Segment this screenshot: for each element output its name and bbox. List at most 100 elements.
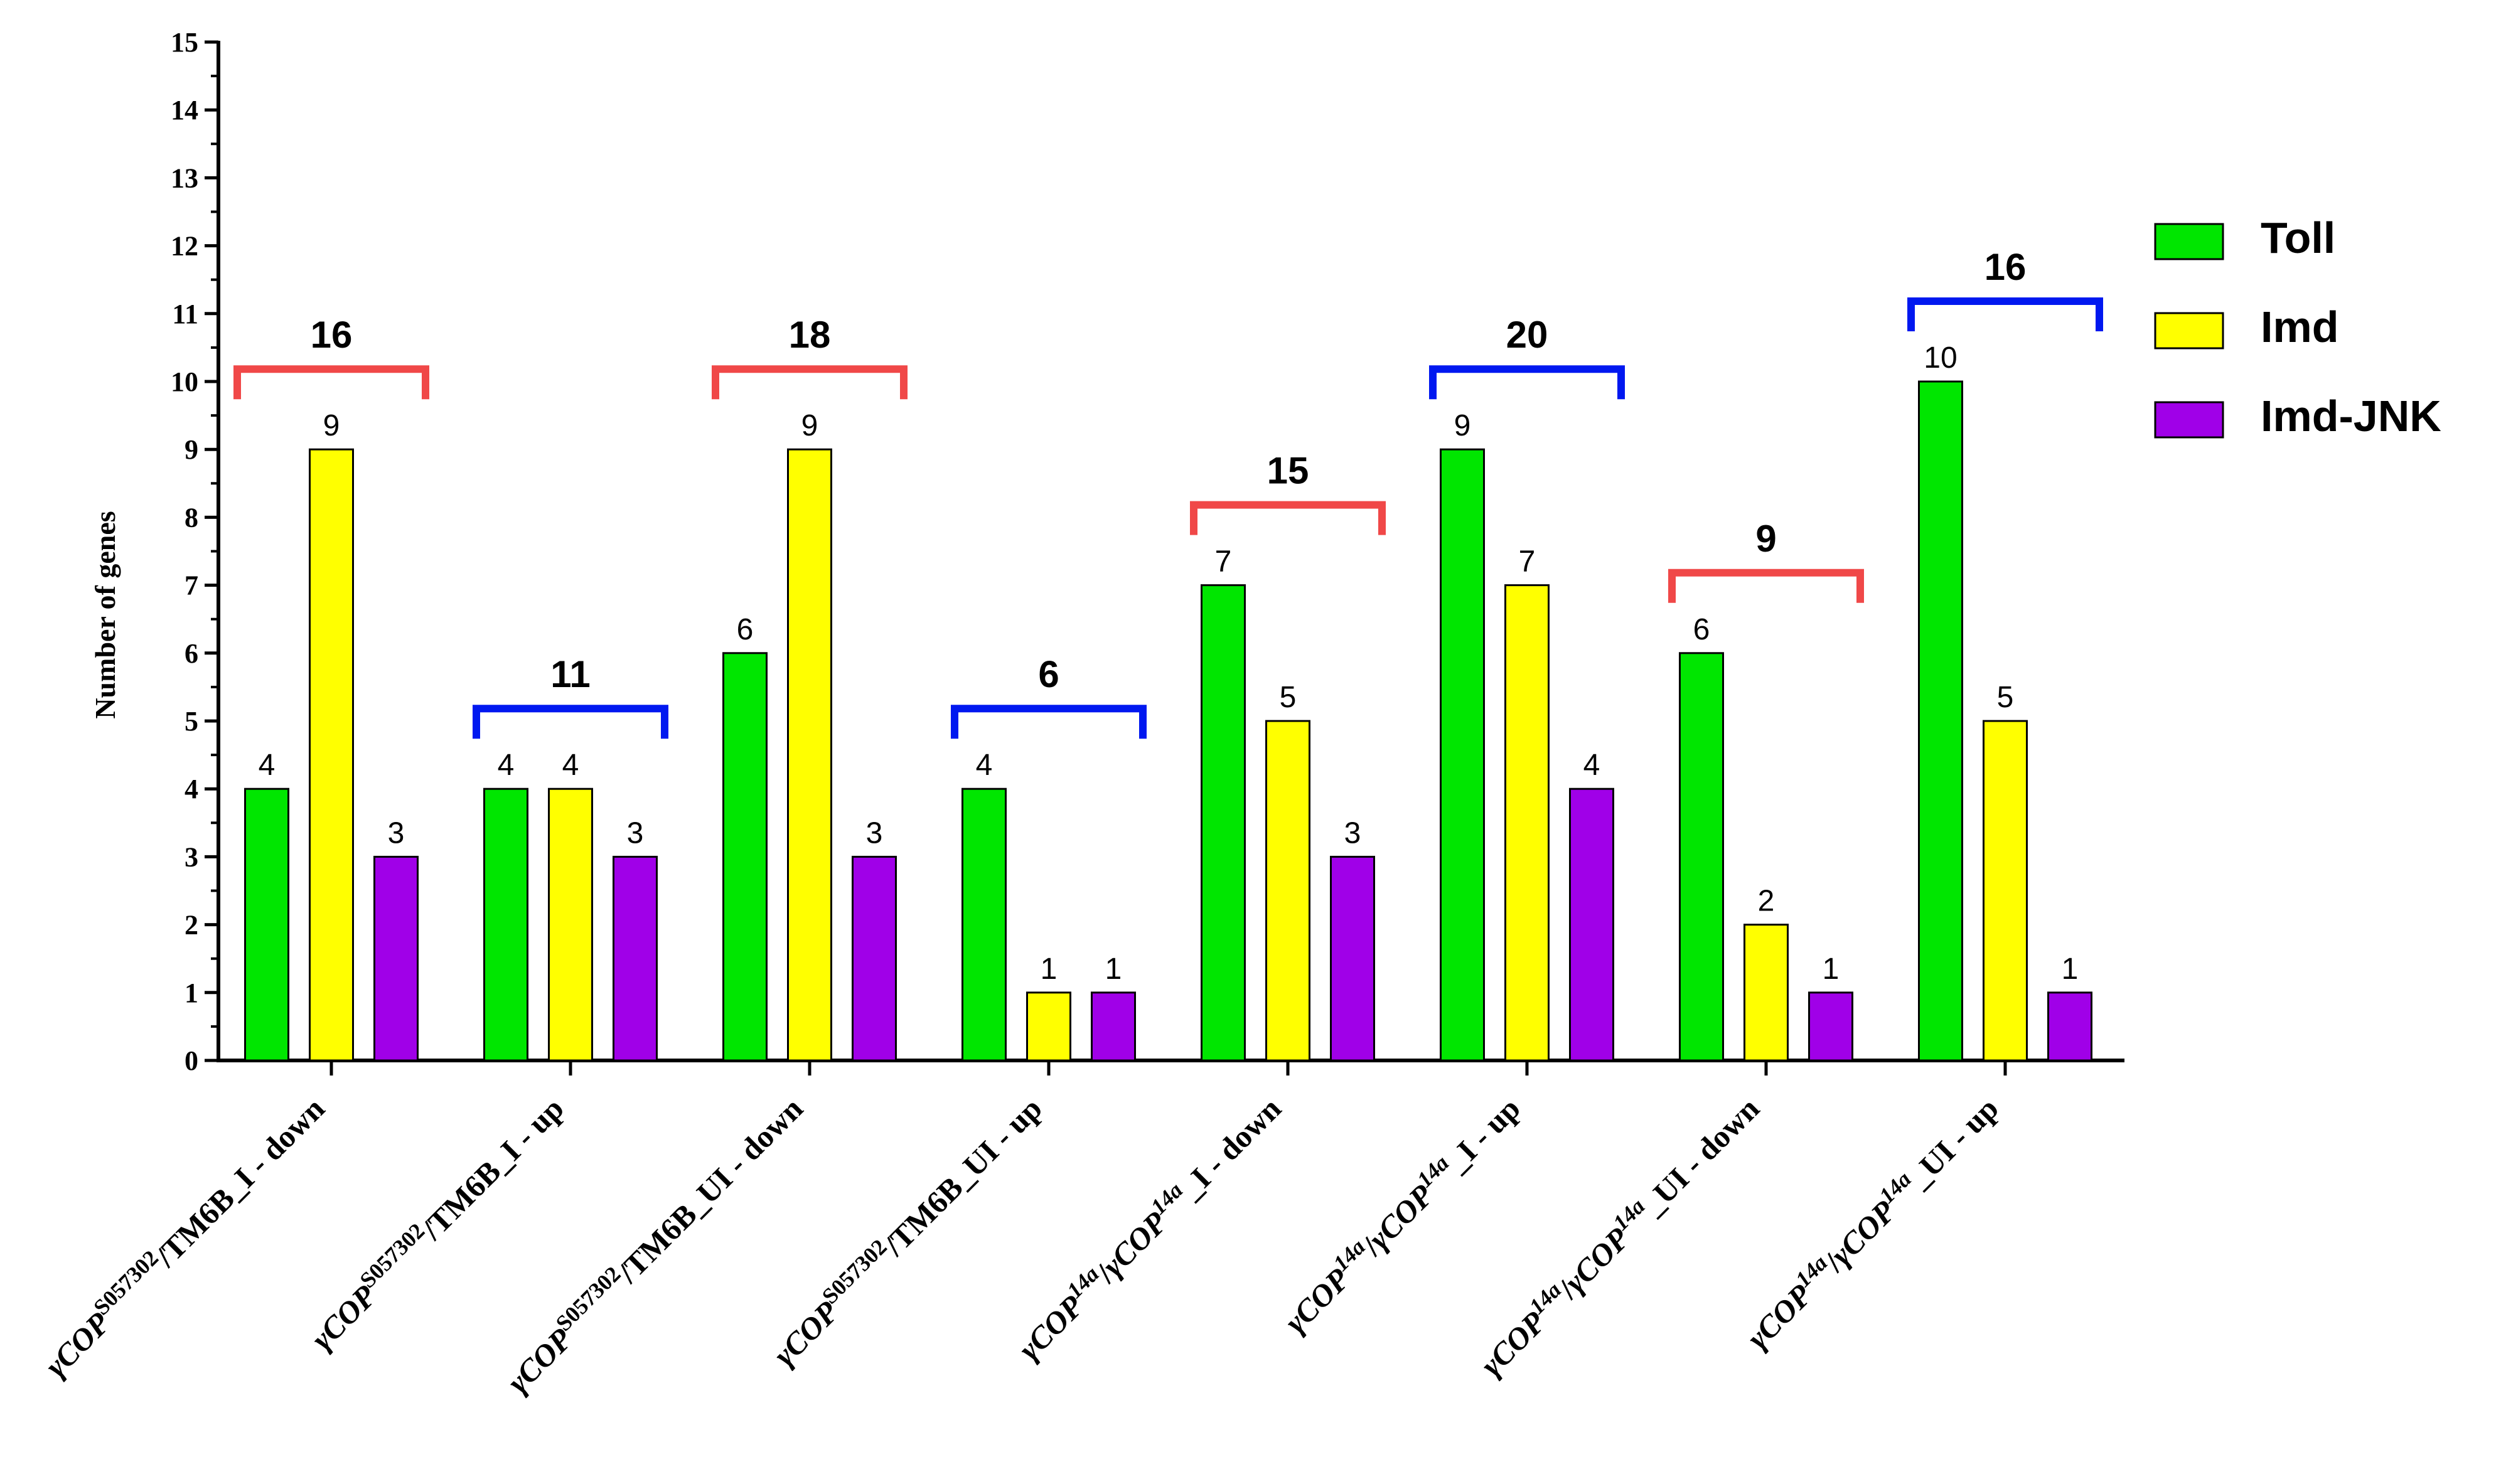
bar-value-label: 9	[1454, 409, 1471, 442]
bar-toll	[1679, 652, 1724, 1062]
total-label: 18	[789, 314, 831, 356]
total-label: 6	[1038, 653, 1059, 695]
bar-value-label: 4	[259, 749, 276, 782]
legend-swatch-imd-jnk	[2154, 401, 2224, 439]
bar-toll	[722, 652, 768, 1062]
bar-imd-jnk	[1808, 991, 1853, 1062]
bar-value-label: 1	[1823, 953, 1840, 986]
x-tick-labels: γCOPS057302/TM6B_I - downγCOPS057302/TM6…	[35, 1087, 2005, 1400]
y-tick-label: 12	[171, 231, 198, 262]
bar-value-label: 1	[1041, 953, 1058, 986]
y-axis-label: Number of genes	[89, 511, 121, 718]
bar-value-label: 1	[2062, 953, 2079, 986]
bar-imd	[1504, 584, 1550, 1062]
x-category-label: γCOPS057302/TM6B_UI - up	[763, 1087, 1048, 1372]
y-tick-label: 5	[185, 706, 198, 737]
bar-toll	[483, 787, 528, 1062]
y-tick-label: 2	[185, 910, 198, 941]
bar-imd	[1983, 720, 2028, 1062]
bar-value-label: 7	[1215, 545, 1232, 579]
total-bracket	[233, 365, 429, 400]
bar-toll	[961, 787, 1007, 1062]
bar-value-label: 9	[801, 409, 818, 442]
bar-imd	[1026, 991, 1071, 1062]
bar-value-label: 4	[1583, 749, 1600, 782]
bar-imd	[309, 448, 354, 1062]
total-bracket	[1429, 365, 1625, 400]
bar-imd-jnk	[373, 855, 419, 1062]
bar-imd-jnk	[1091, 991, 1136, 1062]
total-bracket	[1907, 297, 2103, 331]
total-label: 15	[1267, 450, 1309, 492]
bar-value-label: 9	[323, 409, 340, 442]
bar-value-label: 4	[498, 749, 515, 782]
x-category-label: γCOP14a/γCOP14a_I - up	[1275, 1087, 1527, 1340]
bar-value-label: 3	[1344, 816, 1361, 850]
bar-value-label: 10	[1924, 341, 1957, 375]
bar-toll	[1440, 448, 1485, 1062]
y-tick-label: 13	[171, 163, 198, 193]
total-label: 16	[1984, 246, 2027, 288]
y-tick-label: 15	[171, 27, 198, 58]
total-label: 9	[1755, 518, 1776, 560]
bar-imd	[1265, 720, 1310, 1062]
total-bracket	[951, 705, 1147, 739]
bar-toll	[1918, 380, 1963, 1062]
bar-imd-jnk	[613, 855, 658, 1062]
y-tick-label: 3	[185, 841, 198, 872]
y-tick-label: 4	[185, 774, 198, 804]
y-tick-label: 10	[171, 366, 198, 397]
y-tick-label: 1	[185, 978, 198, 1008]
y-tick-label: 0	[185, 1045, 198, 1076]
y-tick-label: 6	[185, 638, 198, 669]
total-label: 11	[550, 653, 590, 695]
bar-imd-jnk	[1569, 787, 1614, 1062]
bar-value-label: 1	[1105, 953, 1122, 986]
total-bracket	[473, 705, 668, 739]
total-bracket	[1668, 569, 1864, 603]
bar-value-label: 6	[1693, 613, 1710, 646]
bar-imd	[548, 787, 593, 1062]
y-tick-label: 9	[185, 434, 198, 465]
x-category-label: γCOP14a/γCOP14a_UI - up	[1737, 1087, 2005, 1355]
total-brackets: 16 11 18 6 15 20 9 16	[233, 246, 2103, 739]
bar-imd	[1743, 924, 1789, 1062]
bar-imd-jnk	[2047, 991, 2092, 1062]
legend: Toll Imd Imd-JNK	[2154, 213, 2441, 440]
legend-label-toll: Toll	[2261, 213, 2335, 262]
bar-imd	[787, 448, 832, 1062]
legend-label-imd: Imd	[2261, 302, 2338, 351]
bar-imd-jnk	[852, 855, 897, 1062]
total-bracket	[712, 365, 908, 400]
y-tick-label: 11	[172, 299, 198, 329]
x-category-label: γCOP14a/γCOP14a_I - down	[1009, 1087, 1288, 1367]
total-label: 16	[311, 314, 353, 356]
y-tick-label: 14	[171, 95, 198, 125]
bar-toll	[1201, 584, 1246, 1062]
bar-value-label: 3	[866, 816, 883, 850]
bar-value-label: 3	[627, 816, 644, 850]
x-category-label: γCOP14a/γCOP14a_UI - down	[1470, 1087, 1766, 1383]
legend-label-imd-jnk: Imd-JNK	[2261, 392, 2441, 440]
x-category-label: γCOPS057302/TM6B_I - down	[35, 1087, 331, 1384]
bar-value-label: 2	[1758, 885, 1775, 918]
bar-value-label: 4	[562, 749, 579, 782]
bar-value-label: 5	[1997, 681, 2014, 714]
legend-swatch-toll	[2154, 223, 2224, 260]
bar-value-label: 3	[388, 816, 405, 850]
x-category-label: γCOPS057302/TM6B_I - up	[301, 1087, 570, 1357]
total-label: 20	[1506, 314, 1548, 356]
y-tick-label: 7	[185, 570, 198, 601]
bar-value-label: 7	[1519, 545, 1536, 579]
bar-value-label: 4	[976, 749, 993, 782]
total-bracket	[1190, 501, 1386, 535]
y-tick-label: 8	[185, 502, 198, 533]
bar-toll	[244, 787, 289, 1062]
bar-value-label: 6	[737, 613, 754, 646]
bar-value-label: 5	[1280, 681, 1297, 714]
legend-swatch-imd	[2154, 312, 2224, 350]
bar-imd-jnk	[1330, 855, 1375, 1062]
